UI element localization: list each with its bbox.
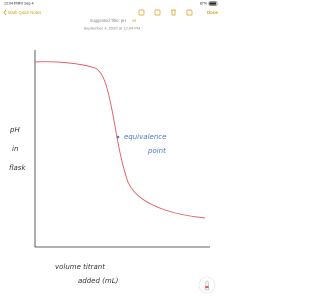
y-label-line: in bbox=[12, 145, 18, 153]
suggested-word[interactable]: vs bbox=[132, 18, 136, 23]
toolbar-icons bbox=[138, 9, 193, 16]
notes-screen: 12:04 PM Fri Sep 4 87% Math Quick Notes … bbox=[0, 0, 225, 300]
status-time: 12:04 PM bbox=[4, 1, 19, 5]
status-battery: 87% bbox=[200, 1, 208, 5]
background bbox=[0, 0, 225, 300]
suggested-title: Suggested Title: pH bbox=[90, 18, 127, 23]
share-icon[interactable] bbox=[186, 9, 193, 16]
table-icon[interactable] bbox=[154, 9, 161, 16]
back-chevron[interactable] bbox=[3, 9, 7, 16]
checklist-icon[interactable] bbox=[138, 9, 145, 16]
x-label-line: volume titrant bbox=[55, 263, 105, 271]
delete-icon[interactable] bbox=[171, 9, 176, 16]
x-label-line: added (mL) bbox=[78, 277, 119, 285]
titration-curve bbox=[34, 61, 206, 219]
done-button[interactable]: Done bbox=[207, 10, 219, 15]
battery-level bbox=[209, 2, 216, 5]
pencil-tip-color bbox=[205, 286, 209, 288]
axes bbox=[34, 50, 210, 248]
y-label-line: pH bbox=[9, 126, 20, 134]
back-button[interactable]: Math Quick Notes bbox=[8, 10, 41, 15]
y-label-line: flask bbox=[9, 164, 26, 172]
note-date: September 4, 2020 at 12:04 PM bbox=[84, 26, 141, 31]
battery-icon bbox=[208, 1, 218, 6]
annotation-line: equivalence bbox=[124, 133, 166, 141]
equivalence-point-dot bbox=[116, 135, 120, 139]
status-date: Fri Sep 4 bbox=[19, 1, 34, 5]
annotation-line: point bbox=[147, 147, 166, 155]
